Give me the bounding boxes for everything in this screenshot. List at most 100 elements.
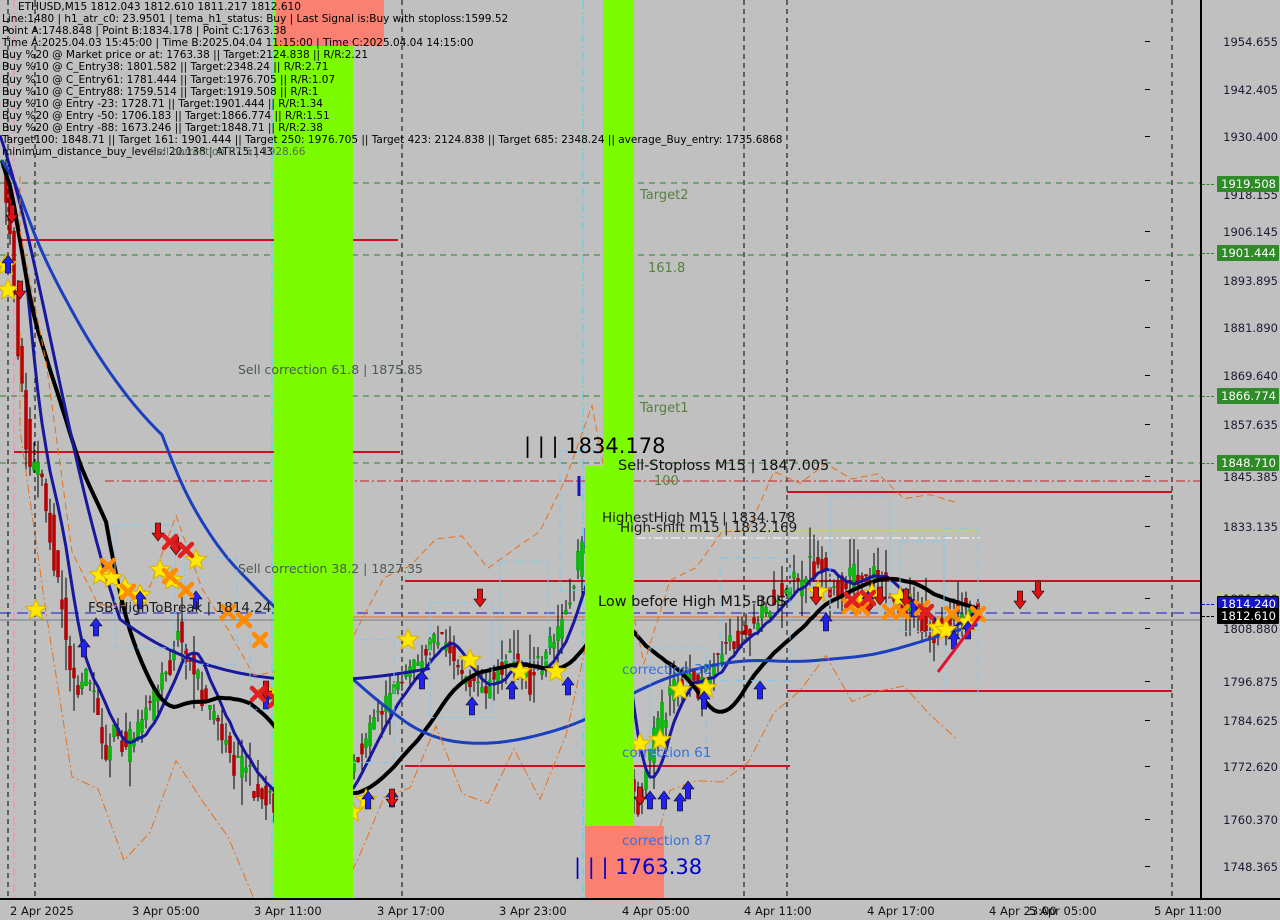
price-tick-mark (1145, 526, 1151, 527)
price-axis[interactable]: 1954.655 1942.405 1930.400 1919.508 1918.155… (1145, 0, 1280, 898)
price-tick-label: 1893.895 (1223, 274, 1278, 288)
price-tick-label: 1784.625 (1223, 714, 1278, 728)
zone-box-10 (899, 540, 945, 632)
up-arrow-20 (753, 680, 767, 700)
star-marker-15 (396, 627, 420, 650)
up-arrow-12 (505, 680, 519, 700)
time-tick-3: 3 Apr 17:00 (377, 904, 445, 918)
price-tick-label: 1748.365 (1223, 860, 1278, 874)
orange-cross-0 (99, 557, 117, 575)
star-marker-8 (184, 547, 208, 570)
price-tick-1760.370: 1760.370 (1145, 813, 1278, 827)
down-arrow-6 (385, 788, 399, 808)
down-arrow-9 (633, 786, 647, 806)
orange-cross-12 (881, 603, 899, 621)
star-marker-30 (934, 617, 958, 640)
up-arrow-16 (657, 790, 671, 810)
price-tick-label: 1954.655 (1223, 35, 1278, 49)
orange-cross-1 (119, 583, 137, 601)
down-arrow-14 (1013, 590, 1027, 610)
price-tick-mark (1145, 720, 1151, 721)
time-tick-9: 5 Apr 05:00 (1029, 904, 1097, 918)
orange-cross-13 (893, 603, 911, 621)
star-marker-18 (544, 659, 568, 682)
price-label-connector (1202, 396, 1214, 397)
price-tick-label: 1930.400 (1223, 130, 1278, 144)
ma-fast-blue (0, 160, 979, 805)
price-tick-1833.135: 1833.135 (1145, 520, 1278, 534)
price-tick-1748.365: 1748.365 (1145, 860, 1278, 874)
price-tick-1784.625: 1784.625 (1145, 714, 1278, 728)
up-arrow-1 (77, 638, 91, 658)
zone-box-0 (114, 524, 176, 649)
price-tick-label: 1942.405 (1223, 83, 1278, 97)
star-marker-32 (24, 597, 48, 620)
price-tick-mark (1145, 819, 1151, 820)
zone-box-7 (649, 647, 707, 755)
down-arrow-1 (13, 280, 27, 300)
star-marker-1 (0, 277, 20, 300)
price-tick-1930.400: 1930.400 (1145, 130, 1278, 144)
session-band-green-0 (274, 0, 353, 898)
price-label-green-1919.508[interactable]: 1919.508 (1217, 176, 1279, 192)
red-cross-1 (177, 541, 195, 559)
down-arrow-2 (151, 522, 165, 542)
down-arrow-15 (1031, 580, 1045, 600)
orange-cross-6 (251, 631, 269, 649)
price-tick-mark (1145, 136, 1151, 137)
price-tick-mark (1145, 231, 1151, 232)
up-arrow-0 (1, 254, 15, 274)
price-label-green-1901.444[interactable]: 1901.444 (1217, 245, 1279, 261)
time-tick-0: 2 Apr 2025 (10, 904, 74, 918)
time-tick-10: 5 Apr 11:00 (1154, 904, 1222, 918)
price-tick-1942.405: 1942.405 (1145, 83, 1278, 97)
price-tick-mark (1145, 681, 1151, 682)
session-band-red-4 (585, 826, 664, 898)
price-tick-mark (1145, 280, 1151, 281)
red-cross-6 (917, 603, 935, 621)
up-arrow-10 (415, 670, 429, 690)
trend-ray (936, 615, 982, 673)
time-tick-4: 3 Apr 23:00 (499, 904, 567, 918)
up-arrow-19 (697, 690, 711, 710)
price-tick-mark (1145, 598, 1151, 599)
price-tick-1772.620: 1772.620 (1145, 760, 1278, 774)
time-axis[interactable]: 2 Apr 2025 3 Apr 05:00 3 Apr 11:00 3 Apr 17… (0, 898, 1280, 920)
star-marker-22 (648, 727, 672, 750)
price-label-connector (1202, 604, 1214, 605)
time-tick-8: 4 Apr 23:00 (989, 904, 1057, 918)
down-arrow-0 (5, 204, 19, 224)
price-tick-mark (1145, 375, 1151, 376)
up-arrow-8 (361, 790, 375, 810)
price-label-black-1812.610[interactable]: 1812.610 (1217, 608, 1279, 624)
time-tick-2: 3 Apr 11:00 (254, 904, 322, 918)
orange-cross-16 (969, 605, 987, 623)
price-tick-mark (1145, 766, 1151, 767)
price-tick-1808.880: 1808.880 (1145, 622, 1278, 636)
price-label-green-1866.774[interactable]: 1866.774 (1217, 388, 1279, 404)
price-tick-mark (1145, 327, 1151, 328)
price-tick-mark (1145, 89, 1151, 90)
orange-cross-3 (177, 581, 195, 599)
time-tick-6: 4 Apr 11:00 (744, 904, 812, 918)
star-marker-24 (694, 675, 718, 698)
down-arrow-13 (899, 588, 913, 608)
price-tick-label: 1869.640 (1223, 369, 1278, 383)
price-tick-mark (1145, 476, 1151, 477)
price-tick-mark (1145, 866, 1151, 867)
price-tick-1906.145: 1906.145 (1145, 225, 1278, 239)
price-tick-label: 1857.635 (1223, 418, 1278, 432)
price-tick-1954.655: 1954.655 (1145, 35, 1278, 49)
price-tick-label: 1772.620 (1223, 760, 1278, 774)
star-marker-23 (668, 677, 692, 700)
price-tick-1845.385: 1845.385 (1145, 470, 1278, 484)
chart-plot-area[interactable]: Target2 161.8 Sell correction 61.8 | 1875.… (0, 0, 1200, 898)
red-cross-0 (161, 533, 179, 551)
price-label-green-1848.710[interactable]: 1848.710 (1217, 455, 1279, 471)
price-tick-label: 1760.370 (1223, 813, 1278, 827)
time-tick-7: 4 Apr 17:00 (867, 904, 935, 918)
price-tick-label: 1796.875 (1223, 675, 1278, 689)
up-arrow-17 (673, 792, 687, 812)
star-marker-16 (458, 647, 482, 670)
price-label-connector (1202, 616, 1214, 617)
